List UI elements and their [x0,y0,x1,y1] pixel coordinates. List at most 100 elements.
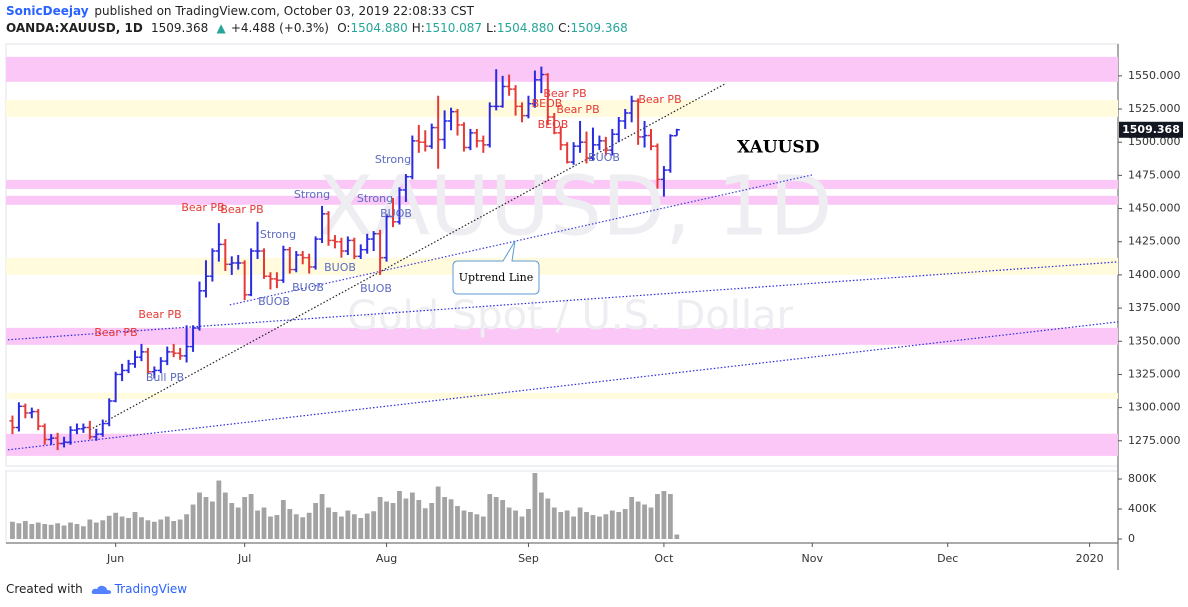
volume-bar [68,522,73,540]
zone [6,327,1118,345]
volume-bar [422,508,428,540]
volume-bar [268,516,273,540]
brand[interactable]: TradingView [114,582,188,596]
zone [6,179,1118,189]
volume-bar [61,525,67,540]
author[interactable]: SonicDeejay [6,4,89,18]
volume-bar [119,516,125,540]
volume-bar [319,494,325,540]
y-tick-label: 1275.000 [1128,434,1181,447]
volume-bar [506,507,512,540]
volume-bar [603,514,609,540]
ohlc-quote: O:1504.880 H:1510.087 L:1504.880 C:1509.368 [337,21,632,35]
y-tick-label: 1425.000 [1128,235,1181,248]
volume-bar [635,501,641,540]
volume-bar [416,500,422,540]
volume-bar [648,507,654,540]
quote-label: O: [337,21,351,35]
symbol-label: XAUUSD [737,138,820,158]
volume-bar [100,520,106,540]
annotation: Bear PB [94,326,137,339]
annotation: BUOB [292,281,324,294]
x-tick-label: Aug [376,552,397,565]
quote-label: C: [558,21,571,35]
volume-bar [558,512,564,540]
volume-bar [526,509,531,540]
volume-bar [222,492,228,540]
publish-line: SonicDeejay published on TradingView.com… [6,4,478,18]
symbol: OANDA:XAUUSD, 1D [6,21,143,35]
volume-bar [339,516,344,540]
volume-bar [616,512,622,540]
volume-bar [538,492,544,540]
y-tick-label: 1400.000 [1128,268,1181,281]
volume-bar [126,518,131,540]
volume-bar [55,523,61,540]
volume-bar [81,526,86,540]
annotation: Bear PB [181,201,224,214]
annotation: BUOB [360,282,392,295]
annotation: Bear PB [220,203,263,216]
trend-line [7,321,1118,451]
annotation: BUOB [380,207,412,220]
quote-value: 1504.880 [350,21,408,35]
y-tick-label: 1375.000 [1128,301,1181,314]
trend-line [89,83,726,431]
volume-bar [584,512,589,540]
created-with: Created with [6,582,83,596]
volume-bar [384,501,389,540]
annotation: BUOB [588,151,620,164]
volume-bar [216,480,222,540]
x-tick-label: Oct [654,552,674,565]
volume-bar [235,507,241,540]
volume-bar [474,514,480,540]
y-tick-label: 1350.000 [1128,334,1181,347]
volume-bar [248,494,254,540]
volume-bar [93,522,99,540]
zone [6,257,1118,275]
annotation: Bull PB [146,371,184,384]
volume-bar [455,506,460,540]
published: published on TradingView.com, October 03… [94,4,474,18]
annotation: BUOB [258,295,290,308]
annotation: Strong [375,153,411,166]
volume-bar [448,499,454,540]
arrow: ▲ [216,21,226,35]
volume-bar [313,503,319,540]
volume-bar [280,500,286,540]
volume-bar [242,497,248,540]
volume-tick-label: 800K [1128,472,1157,485]
volume-bar [190,504,196,540]
volume-bar [197,492,202,540]
volume-bar [151,521,157,540]
volume-bar [171,521,177,540]
quote-label: L: [486,21,497,35]
volume-bar [274,515,280,540]
volume-bar [106,515,112,540]
zone [6,99,1118,117]
y-tick-label: 1450.000 [1128,202,1181,215]
footer: Created with TradingView [6,582,191,596]
volume-bar [261,507,267,540]
y-tick-label: 1300.000 [1128,401,1181,414]
volume-bar [513,510,518,540]
volume-bar [551,507,557,540]
volume-bar [609,510,615,540]
volume-bar [10,521,15,540]
x-tick-label: Jul [237,552,251,565]
volume-bar [642,504,647,540]
volume-bar [590,515,596,540]
volume-bar [500,500,506,540]
annotation: Bear PB [138,308,181,321]
volume-bar [177,519,183,540]
volume-bar [493,497,499,540]
volume-bar [145,520,151,540]
volume-bar [158,519,164,540]
volume-bar [667,494,673,540]
volume-bar [480,516,486,540]
volume-bar [545,498,551,540]
volume-bar [139,517,144,540]
volume-bar [403,498,409,540]
